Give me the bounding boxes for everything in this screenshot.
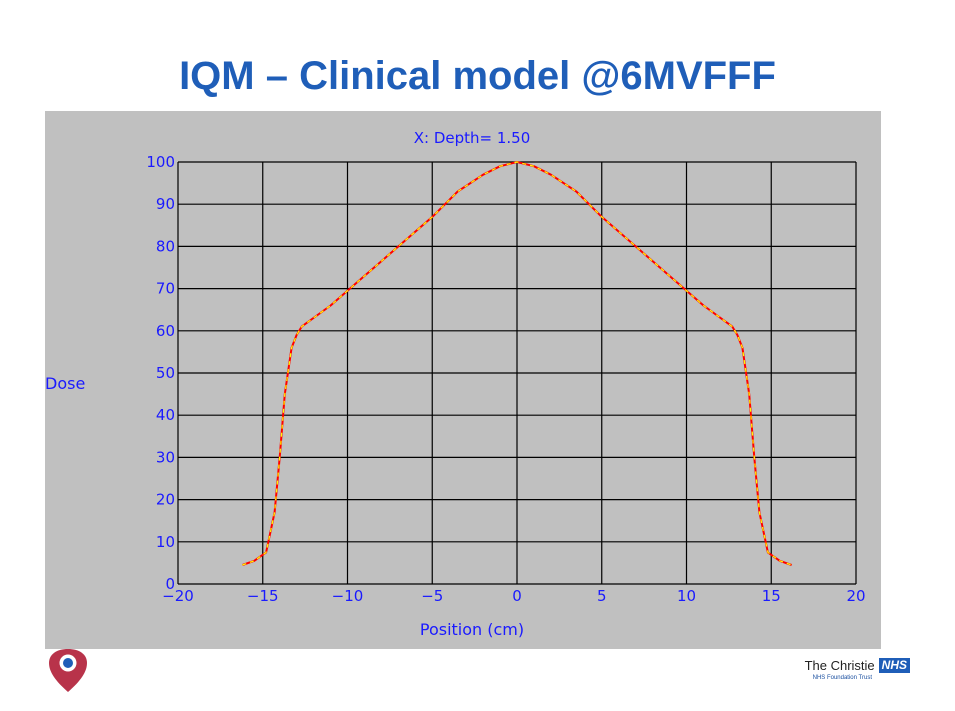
x-tick-label: −10 xyxy=(332,587,364,605)
grid xyxy=(177,161,857,585)
y-tick-label: 100 xyxy=(146,153,175,171)
chart-background xyxy=(45,111,881,649)
y-tick-label: 30 xyxy=(156,448,175,466)
y-tick-label: 80 xyxy=(156,237,175,255)
x-tick-label: 5 xyxy=(597,587,607,605)
y-tick-label: 50 xyxy=(156,364,175,382)
x-tick-label: 15 xyxy=(762,587,781,605)
y-tick-label: 40 xyxy=(156,406,175,424)
brand-name: The Christie xyxy=(804,658,875,673)
dose-profile-line-overlay xyxy=(242,161,792,566)
series-layer xyxy=(242,161,792,566)
y-tick-label: 90 xyxy=(156,195,175,213)
x-tick-label: 0 xyxy=(512,587,522,605)
tick-labels: 0 10 20 30 40 50 60 70 80 90 100 −20 −15 −10 −5 0 5 10 15 2… xyxy=(146,153,865,605)
x-axis-label: Position (cm) xyxy=(420,620,524,639)
x-tick-label: −20 xyxy=(162,587,194,605)
x-tick-label: 10 xyxy=(677,587,696,605)
christie-heart-icon xyxy=(49,649,87,692)
y-axis-label: Dose xyxy=(45,374,85,393)
y-tick-label: 20 xyxy=(156,491,175,509)
slide-title: IQM – Clinical model @6MVFFF xyxy=(179,54,776,98)
x-tick-label: 20 xyxy=(846,587,865,605)
christie-brand: The Christie NHS NHS Foundation Trust xyxy=(805,658,910,681)
chart-title: X: Depth= 1.50 xyxy=(414,129,531,147)
y-tick-label: 60 xyxy=(156,322,175,340)
y-tick-label: 70 xyxy=(156,280,175,298)
x-tick-label: −5 xyxy=(421,587,443,605)
dose-profile-chart: X: Depth= 1.50 Dose Position (cm) 0 10 20 3… xyxy=(45,111,881,649)
chart-panel: X: Depth= 1.50 Dose Position (cm) 0 10 20 3… xyxy=(45,111,881,649)
x-tick-label: −15 xyxy=(247,587,279,605)
brand-subtitle: NHS Foundation Trust xyxy=(812,675,872,681)
nhs-badge: NHS xyxy=(878,658,910,673)
y-tick-label: 0 xyxy=(165,575,175,593)
y-tick-label: 10 xyxy=(156,533,175,551)
